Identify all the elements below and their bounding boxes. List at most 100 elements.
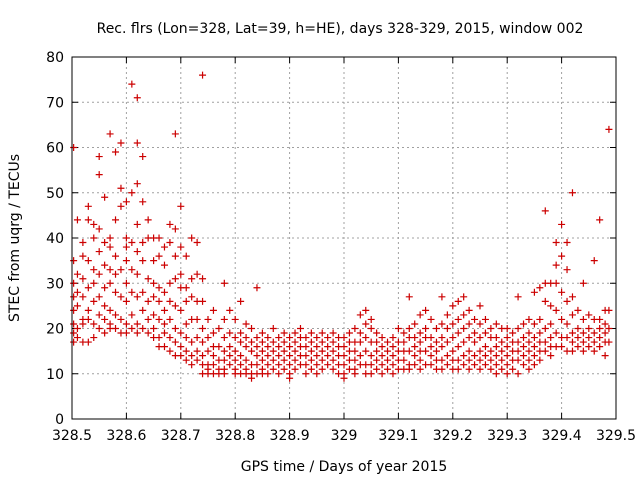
data-point bbox=[465, 365, 473, 373]
data-point bbox=[596, 315, 604, 323]
data-point bbox=[204, 334, 212, 342]
data-point bbox=[112, 311, 120, 319]
data-point bbox=[481, 352, 489, 360]
data-point bbox=[199, 338, 207, 346]
data-point bbox=[601, 352, 609, 360]
data-point bbox=[291, 329, 299, 337]
data-point bbox=[253, 284, 261, 292]
data-point bbox=[373, 356, 381, 364]
data-point bbox=[427, 361, 435, 369]
data-point bbox=[313, 334, 321, 342]
data-point bbox=[231, 315, 239, 323]
data-point bbox=[514, 338, 522, 346]
data-point bbox=[106, 130, 114, 138]
data-point bbox=[579, 329, 587, 337]
data-point bbox=[329, 338, 337, 346]
data-point bbox=[166, 315, 174, 323]
data-point bbox=[70, 306, 78, 314]
data-point bbox=[324, 343, 332, 351]
data-point bbox=[530, 352, 538, 360]
data-point bbox=[520, 320, 528, 328]
data-point bbox=[307, 329, 315, 337]
data-point bbox=[487, 325, 495, 332]
data-point bbox=[90, 234, 98, 242]
data-point bbox=[405, 293, 413, 301]
data-point bbox=[70, 144, 78, 151]
data-points bbox=[70, 71, 613, 382]
data-point bbox=[237, 329, 245, 337]
data-point bbox=[144, 275, 152, 283]
data-point bbox=[525, 329, 533, 337]
data-point bbox=[275, 370, 283, 378]
data-point bbox=[101, 302, 109, 310]
data-point bbox=[90, 220, 98, 228]
data-point bbox=[188, 275, 196, 283]
data-point bbox=[275, 343, 283, 351]
data-point bbox=[70, 329, 78, 337]
data-point bbox=[318, 347, 326, 355]
data-point bbox=[220, 279, 228, 287]
data-point bbox=[248, 374, 256, 382]
data-point bbox=[590, 338, 598, 346]
data-point bbox=[438, 365, 446, 373]
data-point bbox=[188, 352, 196, 360]
y-tick-label: 20 bbox=[46, 322, 64, 338]
data-point bbox=[133, 220, 141, 228]
data-point bbox=[585, 343, 593, 351]
data-point bbox=[367, 325, 375, 332]
data-point bbox=[242, 320, 250, 328]
data-point bbox=[345, 329, 353, 337]
data-point bbox=[122, 279, 130, 287]
data-point bbox=[373, 365, 381, 373]
data-point bbox=[95, 293, 103, 301]
data-point bbox=[220, 334, 228, 342]
data-point bbox=[596, 343, 604, 351]
data-point bbox=[144, 329, 152, 337]
data-point bbox=[70, 257, 78, 265]
data-point bbox=[465, 347, 473, 355]
data-point bbox=[128, 288, 136, 296]
data-point bbox=[384, 338, 392, 346]
data-point bbox=[563, 239, 571, 247]
data-point bbox=[95, 325, 103, 332]
data-point bbox=[384, 365, 392, 373]
data-point bbox=[422, 306, 430, 314]
data-point bbox=[70, 279, 78, 287]
data-point bbox=[117, 139, 125, 147]
data-point bbox=[84, 306, 92, 314]
data-point bbox=[106, 234, 114, 242]
x-tick-label: 328.9 bbox=[270, 428, 310, 444]
data-point bbox=[525, 338, 533, 346]
data-point bbox=[443, 325, 451, 332]
data-point bbox=[498, 365, 506, 373]
data-point bbox=[520, 361, 528, 369]
data-point bbox=[101, 329, 109, 337]
data-point bbox=[79, 239, 87, 247]
data-point bbox=[454, 297, 462, 305]
data-point bbox=[122, 297, 130, 305]
data-point bbox=[258, 329, 266, 337]
data-point bbox=[487, 347, 495, 355]
data-point bbox=[568, 311, 576, 319]
data-point bbox=[324, 352, 332, 360]
data-point bbox=[269, 338, 277, 346]
data-point bbox=[329, 365, 337, 373]
data-point bbox=[188, 338, 196, 346]
data-point bbox=[286, 374, 294, 382]
data-point bbox=[90, 334, 98, 342]
data-point bbox=[340, 334, 348, 342]
data-point bbox=[394, 325, 402, 332]
data-point bbox=[356, 338, 364, 346]
data-point bbox=[280, 347, 288, 355]
data-point bbox=[79, 275, 87, 283]
data-point bbox=[248, 325, 256, 332]
data-point bbox=[199, 275, 207, 283]
data-point bbox=[95, 311, 103, 319]
data-point bbox=[226, 361, 234, 369]
data-point bbox=[476, 302, 484, 310]
data-point bbox=[166, 334, 174, 342]
data-point bbox=[302, 370, 310, 378]
data-point bbox=[193, 315, 201, 323]
data-point bbox=[471, 315, 479, 323]
